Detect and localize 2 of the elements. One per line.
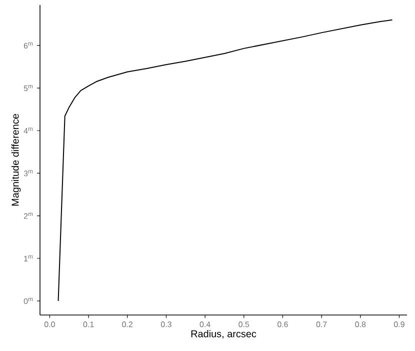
y-axis-title: Magnitude difference (11, 114, 21, 206)
x-axis-title: Radius, arcsec (191, 330, 256, 339)
